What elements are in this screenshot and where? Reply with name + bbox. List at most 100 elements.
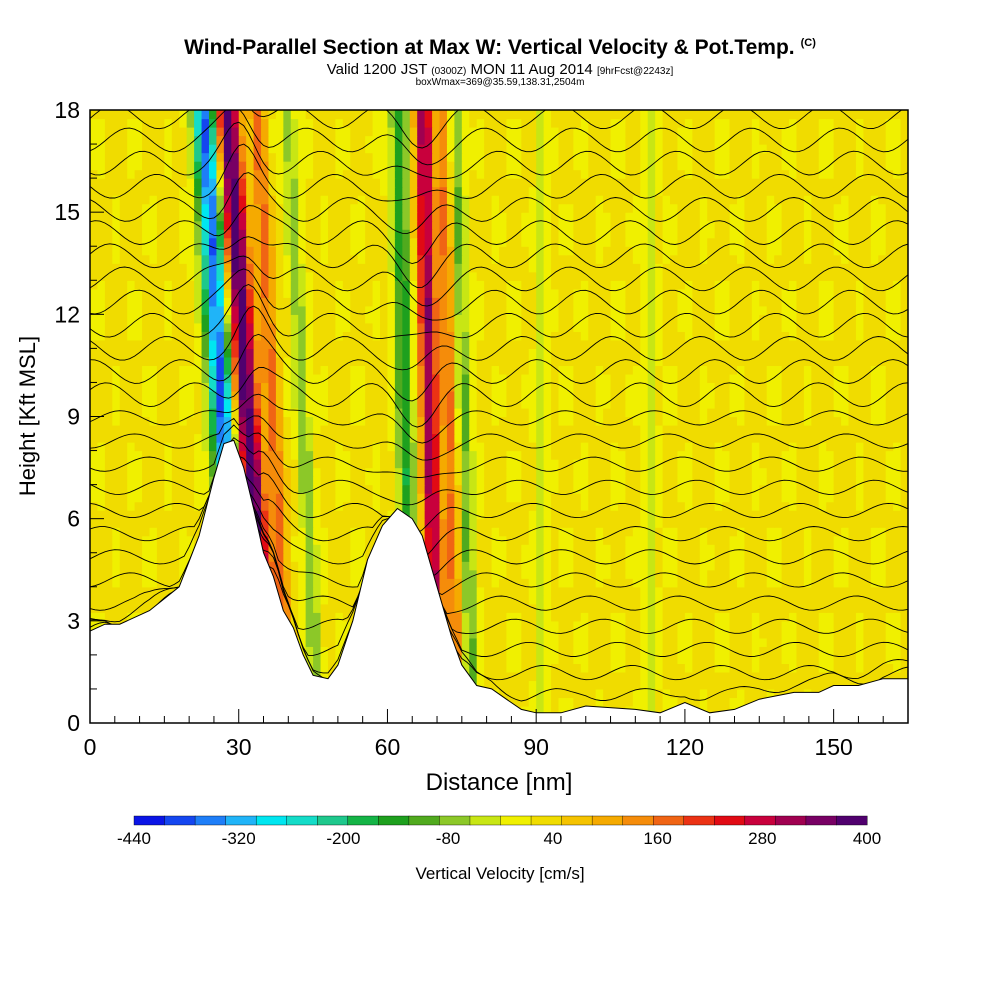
field-cell — [565, 493, 574, 503]
field-cell — [231, 348, 240, 358]
field-cell — [588, 527, 597, 537]
field-cell — [610, 501, 619, 511]
field-cell — [736, 390, 745, 401]
field-cell — [863, 484, 872, 494]
field-cell — [365, 390, 374, 401]
field-cell — [208, 407, 218, 418]
field-cell — [261, 365, 270, 375]
field-cell — [707, 578, 716, 588]
field-cell — [796, 407, 805, 418]
field-cell — [402, 450, 411, 460]
field-cell — [201, 459, 210, 469]
field-cell — [565, 450, 574, 460]
field-cell — [97, 467, 106, 477]
field-cell — [506, 518, 515, 528]
field-cell — [722, 348, 731, 358]
field-cell — [617, 697, 627, 707]
field-cell — [789, 595, 798, 605]
field-cell — [855, 339, 864, 349]
field-cell — [610, 561, 619, 571]
field-cell — [692, 578, 701, 588]
field-cell — [811, 373, 820, 384]
field-cell — [97, 442, 106, 452]
field-cell — [469, 535, 478, 545]
field-cell — [781, 348, 790, 358]
field-cell — [751, 399, 760, 409]
field-cell — [841, 603, 850, 613]
field-cell — [335, 493, 344, 503]
field-cell — [803, 544, 812, 554]
field-cell — [744, 493, 753, 503]
field-cell — [446, 339, 455, 349]
field-cell — [744, 518, 753, 528]
field-cell — [870, 578, 879, 588]
field-cell — [439, 365, 448, 375]
field-cell — [640, 578, 649, 588]
field-cell — [246, 331, 255, 341]
field-cell — [893, 663, 902, 673]
field-cell — [893, 348, 902, 358]
field-cell — [380, 433, 389, 443]
field-cell — [625, 425, 634, 435]
field-cell — [454, 365, 463, 375]
field-cell — [573, 356, 582, 367]
field-cell — [179, 569, 188, 579]
field-cell — [186, 467, 195, 477]
field-cell — [580, 680, 589, 690]
field-cell — [751, 493, 760, 503]
field-cell — [841, 501, 850, 511]
field-cell — [320, 544, 329, 554]
field-cell — [588, 586, 597, 596]
field-cell — [342, 373, 351, 384]
field-cell — [424, 450, 433, 460]
field-cell — [484, 373, 493, 384]
field-cell — [127, 382, 136, 392]
field-cell — [551, 356, 560, 367]
field-cell — [320, 603, 329, 613]
field-cell — [603, 484, 612, 494]
field-cell — [684, 663, 693, 673]
field-cell — [536, 493, 545, 503]
field-cell — [692, 373, 701, 384]
field-cell — [357, 544, 366, 554]
field-cell — [647, 527, 656, 537]
field-cell — [290, 552, 299, 562]
field-cell — [774, 603, 783, 613]
field-cell — [692, 365, 701, 375]
field-cell — [833, 637, 842, 647]
field-cell — [424, 399, 433, 409]
field-cell — [841, 356, 850, 367]
field-cell — [238, 442, 247, 452]
field-cell — [722, 501, 731, 511]
field-cell — [536, 680, 545, 690]
field-cell — [372, 382, 381, 392]
field-cell — [424, 348, 433, 358]
field-cell — [179, 484, 188, 494]
field-cell — [729, 535, 738, 545]
field-cell — [528, 629, 537, 639]
field-cell — [506, 407, 515, 418]
field-cell — [684, 476, 693, 486]
field-cell — [521, 416, 530, 426]
field-cell — [647, 450, 656, 460]
field-cell — [283, 425, 292, 435]
field-cell — [640, 654, 649, 664]
field-cell — [469, 569, 478, 579]
field-cell — [238, 356, 247, 367]
field-cell — [484, 561, 493, 571]
field-cell — [573, 595, 582, 605]
field-cell — [134, 510, 143, 520]
field-cell — [484, 527, 493, 537]
field-cell — [149, 459, 158, 469]
field-cell — [327, 442, 336, 452]
field-cell — [305, 603, 314, 613]
field-cell — [699, 476, 708, 486]
field-cell — [774, 586, 783, 596]
field-cell — [491, 654, 500, 664]
field-cell — [142, 425, 151, 435]
field-cell — [632, 620, 641, 630]
field-cell — [595, 646, 604, 656]
field-cell — [528, 399, 537, 409]
field-cell — [142, 586, 151, 596]
field-cell — [164, 586, 173, 596]
